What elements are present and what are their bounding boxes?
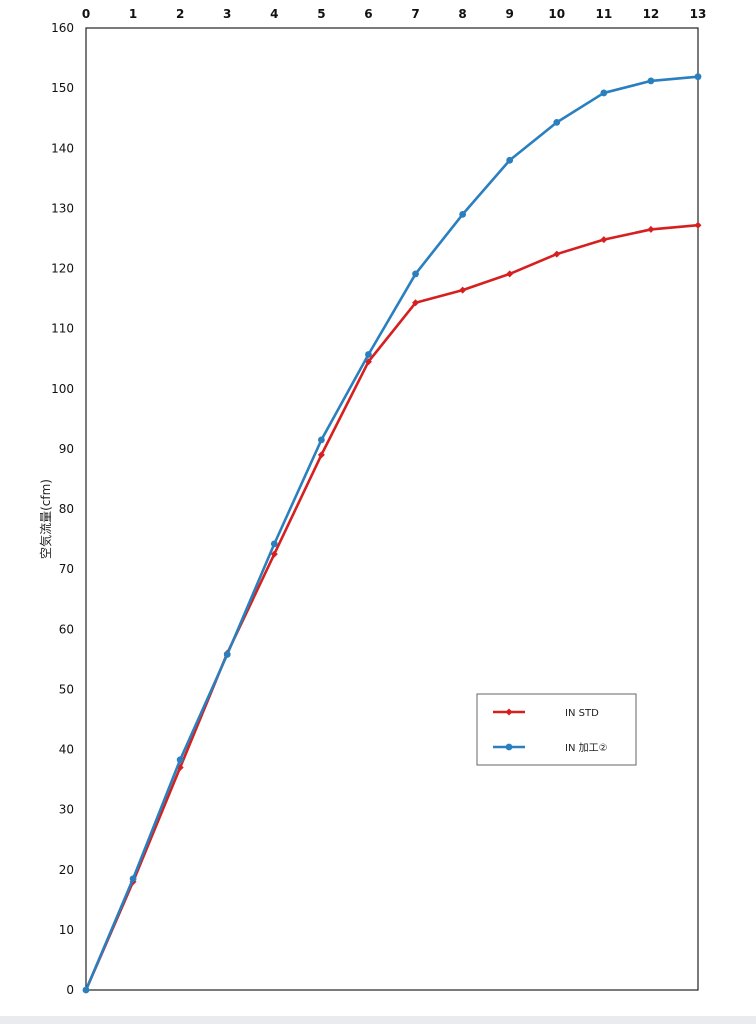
y-tick-label: 90 [59,442,74,456]
y-tick-label: 120 [51,262,74,276]
data-point [270,550,278,558]
data-point [553,250,561,258]
data-point [223,651,231,658]
y-tick-label: 0 [66,983,74,997]
y-tick-label: 20 [59,863,74,877]
data-point [553,118,561,126]
series-lines [82,73,702,994]
data-point [506,156,514,164]
data-point [647,225,655,233]
series-line-2 [84,75,699,991]
x-tick-label: 10 [548,7,565,21]
y-tick-label: 150 [51,81,74,95]
data-point [600,236,608,244]
data-point [600,89,608,97]
axes [85,27,699,991]
data-point [412,299,420,307]
series-line-1 [84,223,699,991]
x-tick-label: 9 [506,7,514,21]
x-tick-label: 3 [223,7,231,21]
legend-marker [505,708,513,716]
y-tick-label: 30 [59,803,74,817]
legend-box [476,693,637,766]
y-axis-label: 空気流量(cfm) [38,479,53,559]
y-tick-label: 130 [51,201,74,215]
x-tick-label: 12 [643,7,660,21]
x-tick-label: 5 [317,7,325,21]
plot-area [85,27,699,991]
y-tick-label: 60 [59,622,74,636]
x-tick-label: 1 [129,7,137,21]
x-tick-label: 13 [690,7,707,21]
legend-marker [505,743,513,751]
data-point [82,986,90,994]
data-point [365,351,372,358]
data-point [270,540,278,548]
x-tick-label: 7 [411,7,419,21]
legend-entry-label: IN 加工② [565,742,608,754]
data-point [317,436,325,444]
y-tick-label: 160 [51,21,74,35]
data-point [129,875,137,883]
data-point [176,756,184,764]
data-point [694,221,702,229]
y-tick-label: 70 [59,562,74,576]
data-point [647,77,655,85]
data-point [317,451,325,459]
x-tick-label: 8 [458,7,466,21]
y-tick-label: 110 [51,322,74,336]
x-tick-label: 4 [270,7,278,21]
y-tick-label: 100 [51,382,74,396]
bottom-bar [0,1016,756,1024]
y-tick-label: 40 [59,743,74,757]
data-point [506,270,514,278]
y-tick-labels: 0 10 20 30 40 50 60 70 80 90 100 110 120 130 140 150 160 [51,21,74,997]
x-tick-label: 11 [595,7,612,21]
legend: IN STD IN 加工② [476,693,637,766]
x-tick-labels: 0 1 2 3 4 5 6 7 8 9 10 11 12 13 [82,7,707,21]
x-tick-label: 2 [176,7,184,21]
data-point [459,286,467,294]
legend-entry-label: IN STD [565,708,599,719]
y-tick-label: 80 [59,502,74,516]
y-tick-label: 140 [51,141,74,155]
data-point [412,270,419,278]
x-tick-label: 6 [364,7,372,21]
y-tick-label: 10 [59,923,74,937]
data-point [459,210,467,218]
x-tick-label: 0 [82,7,90,21]
y-tick-label: 50 [59,682,74,696]
data-point [694,73,702,81]
